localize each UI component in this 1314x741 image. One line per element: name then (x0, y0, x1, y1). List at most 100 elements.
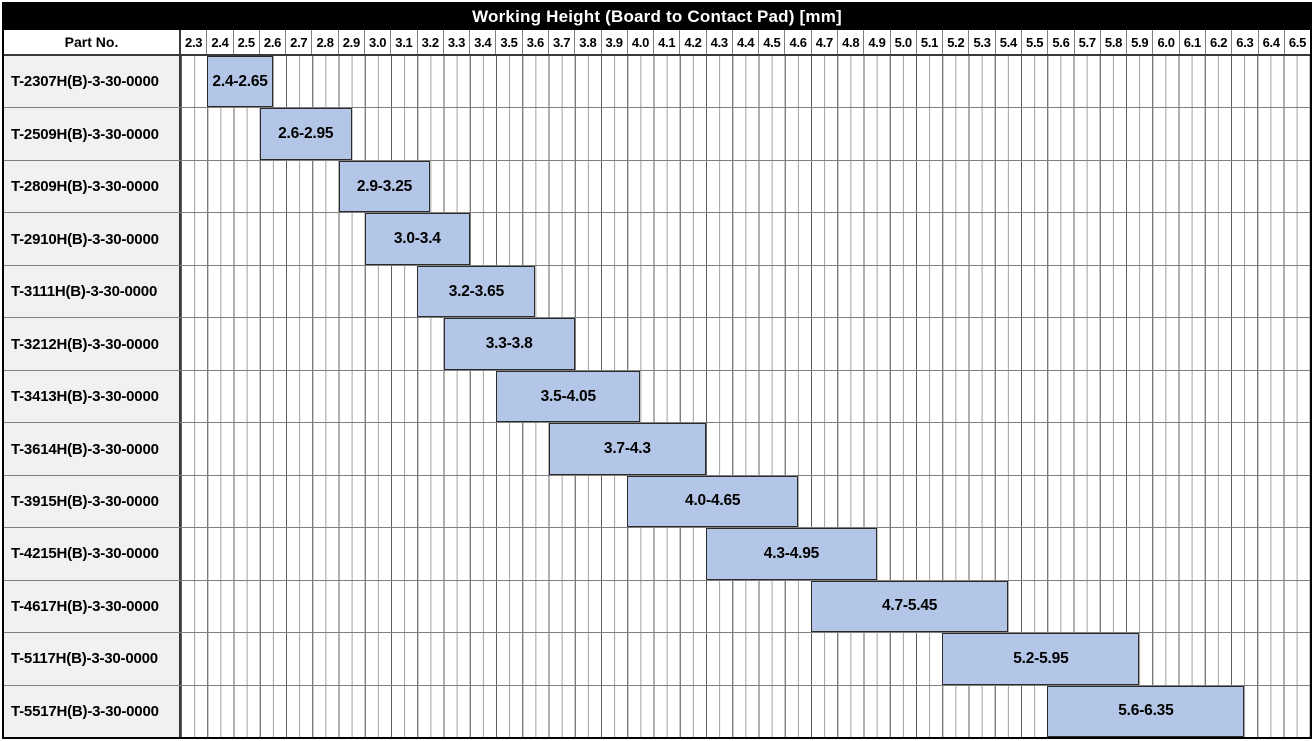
table-row: T-5517H(B)-3-30-0000 5.6-6.35 (4, 685, 1310, 738)
range-bar: 2.4-2.65 (207, 56, 273, 108)
axis-tick: 6.4 (1259, 30, 1285, 54)
part-number-cell: T-2509H(B)-3-30-0000 (4, 108, 181, 160)
range-bar: 5.6-6.35 (1047, 685, 1245, 738)
range-bar: 5.2-5.95 (942, 633, 1140, 685)
axis-tick: 3.1 (391, 30, 418, 54)
range-bar: 4.3-4.95 (706, 528, 877, 580)
row-grid: 3.7-4.3 (181, 423, 1310, 475)
axis-tick: 3.2 (418, 30, 444, 54)
part-number-cell: T-2307H(B)-3-30-0000 (4, 56, 181, 108)
axis-tick: 3.8 (575, 30, 602, 54)
range-bar: 3.0-3.4 (364, 213, 470, 265)
axis-tick: 4.5 (759, 30, 786, 54)
axis-tick: 3.3 (444, 30, 471, 54)
axis-tick: 4.6 (785, 30, 812, 54)
table-row: T-5117H(B)-3-30-0000 5.2-5.95 (4, 633, 1310, 686)
table-row: T-3212H(B)-3-30-0000 3.3-3.8 (4, 318, 1310, 371)
range-bar: 3.7-4.3 (548, 423, 707, 475)
part-number-cell: T-3614H(B)-3-30-0000 (4, 423, 181, 475)
axis-tick: 4.9 (864, 30, 891, 54)
range-bar: 3.3-3.8 (443, 318, 575, 370)
part-number-cell: T-4617H(B)-3-30-0000 (4, 580, 181, 633)
axis-ticks: 2.3 2.4 2.5 2.6 2.7 2.8 2.9 3.0 3.1 3.2 3.3 3.4 3.5 3… (181, 30, 1310, 54)
range-bar: 2.6-2.95 (259, 108, 352, 160)
axis-tick: 3.4 (470, 30, 497, 54)
axis-tick: 5.2 (943, 30, 970, 54)
row-grid: 3.3-3.8 (181, 318, 1310, 370)
table-row: T-2910H(B)-3-30-0000 3.0-3.4 (4, 213, 1310, 266)
axis-tick: 2.4 (207, 30, 234, 54)
axis-tick: 2.3 (181, 30, 208, 54)
axis-tick: 4.0 (628, 30, 655, 54)
axis-tick: 3.5 (496, 30, 523, 54)
axis-tick: 2.9 (339, 30, 365, 54)
row-grid: 3.0-3.4 (181, 213, 1310, 265)
part-number-cell: T-5117H(B)-3-30-0000 (4, 633, 181, 685)
axis-tick: 2.8 (312, 30, 339, 54)
axis-tick: 4.2 (680, 30, 707, 54)
axis-tick: 6.0 (1153, 30, 1180, 54)
table-row: T-3614H(B)-3-30-0000 3.7-4.3 (4, 423, 1310, 476)
axis-tick: 3.0 (365, 30, 392, 54)
axis-tick: 4.4 (733, 30, 760, 54)
axis-tick: 5.4 (996, 30, 1022, 54)
part-number-cell: T-3212H(B)-3-30-0000 (4, 318, 181, 370)
axis-tick: 4.1 (654, 30, 681, 54)
axis-tick: 5.1 (917, 30, 944, 54)
axis-tick: 5.0 (891, 30, 917, 54)
part-number-cell: T-2910H(B)-3-30-0000 (4, 213, 181, 265)
table-row: T-2809H(B)-3-30-0000 2.9-3.25 (4, 160, 1310, 214)
axis-tick: 2.5 (234, 30, 260, 54)
part-number-cell: T-5517H(B)-3-30-0000 (4, 685, 181, 738)
axis-tick: 6.3 (1232, 30, 1259, 54)
axis-tick: 6.2 (1206, 30, 1233, 54)
part-number-cell: T-4215H(B)-3-30-0000 (4, 528, 181, 580)
axis-tick: 5.3 (969, 30, 996, 54)
axis-tick: 4.8 (838, 30, 865, 54)
chart-title: Working Height (Board to Contact Pad) [m… (4, 4, 1310, 30)
axis-tick: 4.7 (812, 30, 839, 54)
axis-tick: 5.5 (1022, 30, 1049, 54)
axis-tick: 2.7 (286, 30, 313, 54)
row-grid: 3.5-4.05 (181, 370, 1310, 423)
table-row: T-4617H(B)-3-30-0000 4.7-5.45 (4, 580, 1310, 634)
axis-tick: 6.5 (1288, 34, 1307, 50)
range-bar: 4.7-5.45 (811, 580, 1009, 633)
range-bar: 3.2-3.65 (417, 265, 536, 318)
part-number-cell: T-3413H(B)-3-30-0000 (4, 370, 181, 423)
table-row: T-2307H(B)-3-30-0000 2.4-2.65 (4, 56, 1310, 109)
axis-tick: 3.6 (523, 30, 549, 54)
axis-tick: 4.3 (707, 30, 733, 54)
range-bar: 3.5-4.05 (496, 370, 641, 423)
range-bar: 4.0-4.65 (627, 475, 798, 528)
table-row: T-2509H(B)-3-30-0000 2.6-2.95 (4, 108, 1310, 161)
part-number-cell: T-3111H(B)-3-30-0000 (4, 265, 181, 318)
row-grid: 2.9-3.25 (181, 160, 1310, 213)
axis-tick: 3.7 (549, 30, 576, 54)
table-row: T-4215H(B)-3-30-0000 4.3-4.95 (4, 528, 1310, 581)
table-row: T-3915H(B)-3-30-0000 4.0-4.65 (4, 475, 1310, 529)
axis-tick: 5.6 (1048, 30, 1075, 54)
row-grid: 2.4-2.65 (181, 56, 1310, 108)
axis-tick: 5.8 (1101, 30, 1128, 54)
axis-tick: 6.1 (1180, 30, 1206, 54)
row-grid: 5.6-6.35 (181, 685, 1310, 738)
row-grid: 4.3-4.95 (181, 528, 1310, 580)
part-number-cell: T-3915H(B)-3-30-0000 (4, 475, 181, 528)
table-row: T-3111H(B)-3-30-0000 3.2-3.65 (4, 265, 1310, 319)
part-number-cell: T-2809H(B)-3-30-0000 (4, 160, 181, 213)
axis-tick: 5.7 (1075, 30, 1101, 54)
axis-tick: 3.9 (602, 30, 628, 54)
row-grid: 2.6-2.95 (181, 108, 1310, 160)
table-row: T-3413H(B)-3-30-0000 3.5-4.05 (4, 370, 1310, 424)
axis-tick: 2.6 (260, 30, 287, 54)
row-grid: 3.2-3.65 (181, 265, 1310, 318)
part-no-header: Part No. (4, 30, 181, 54)
row-grid: 4.7-5.45 (181, 580, 1310, 633)
header-row: Part No. 2.3 2.4 2.5 2.6 2.7 2.8 2.9 3.0 3.1 3.2 3… (4, 30, 1310, 56)
row-grid: 5.2-5.95 (181, 633, 1310, 685)
range-bar: 2.9-3.25 (338, 160, 431, 213)
row-grid: 4.0-4.65 (181, 475, 1310, 528)
axis-tick: 5.9 (1127, 30, 1154, 54)
